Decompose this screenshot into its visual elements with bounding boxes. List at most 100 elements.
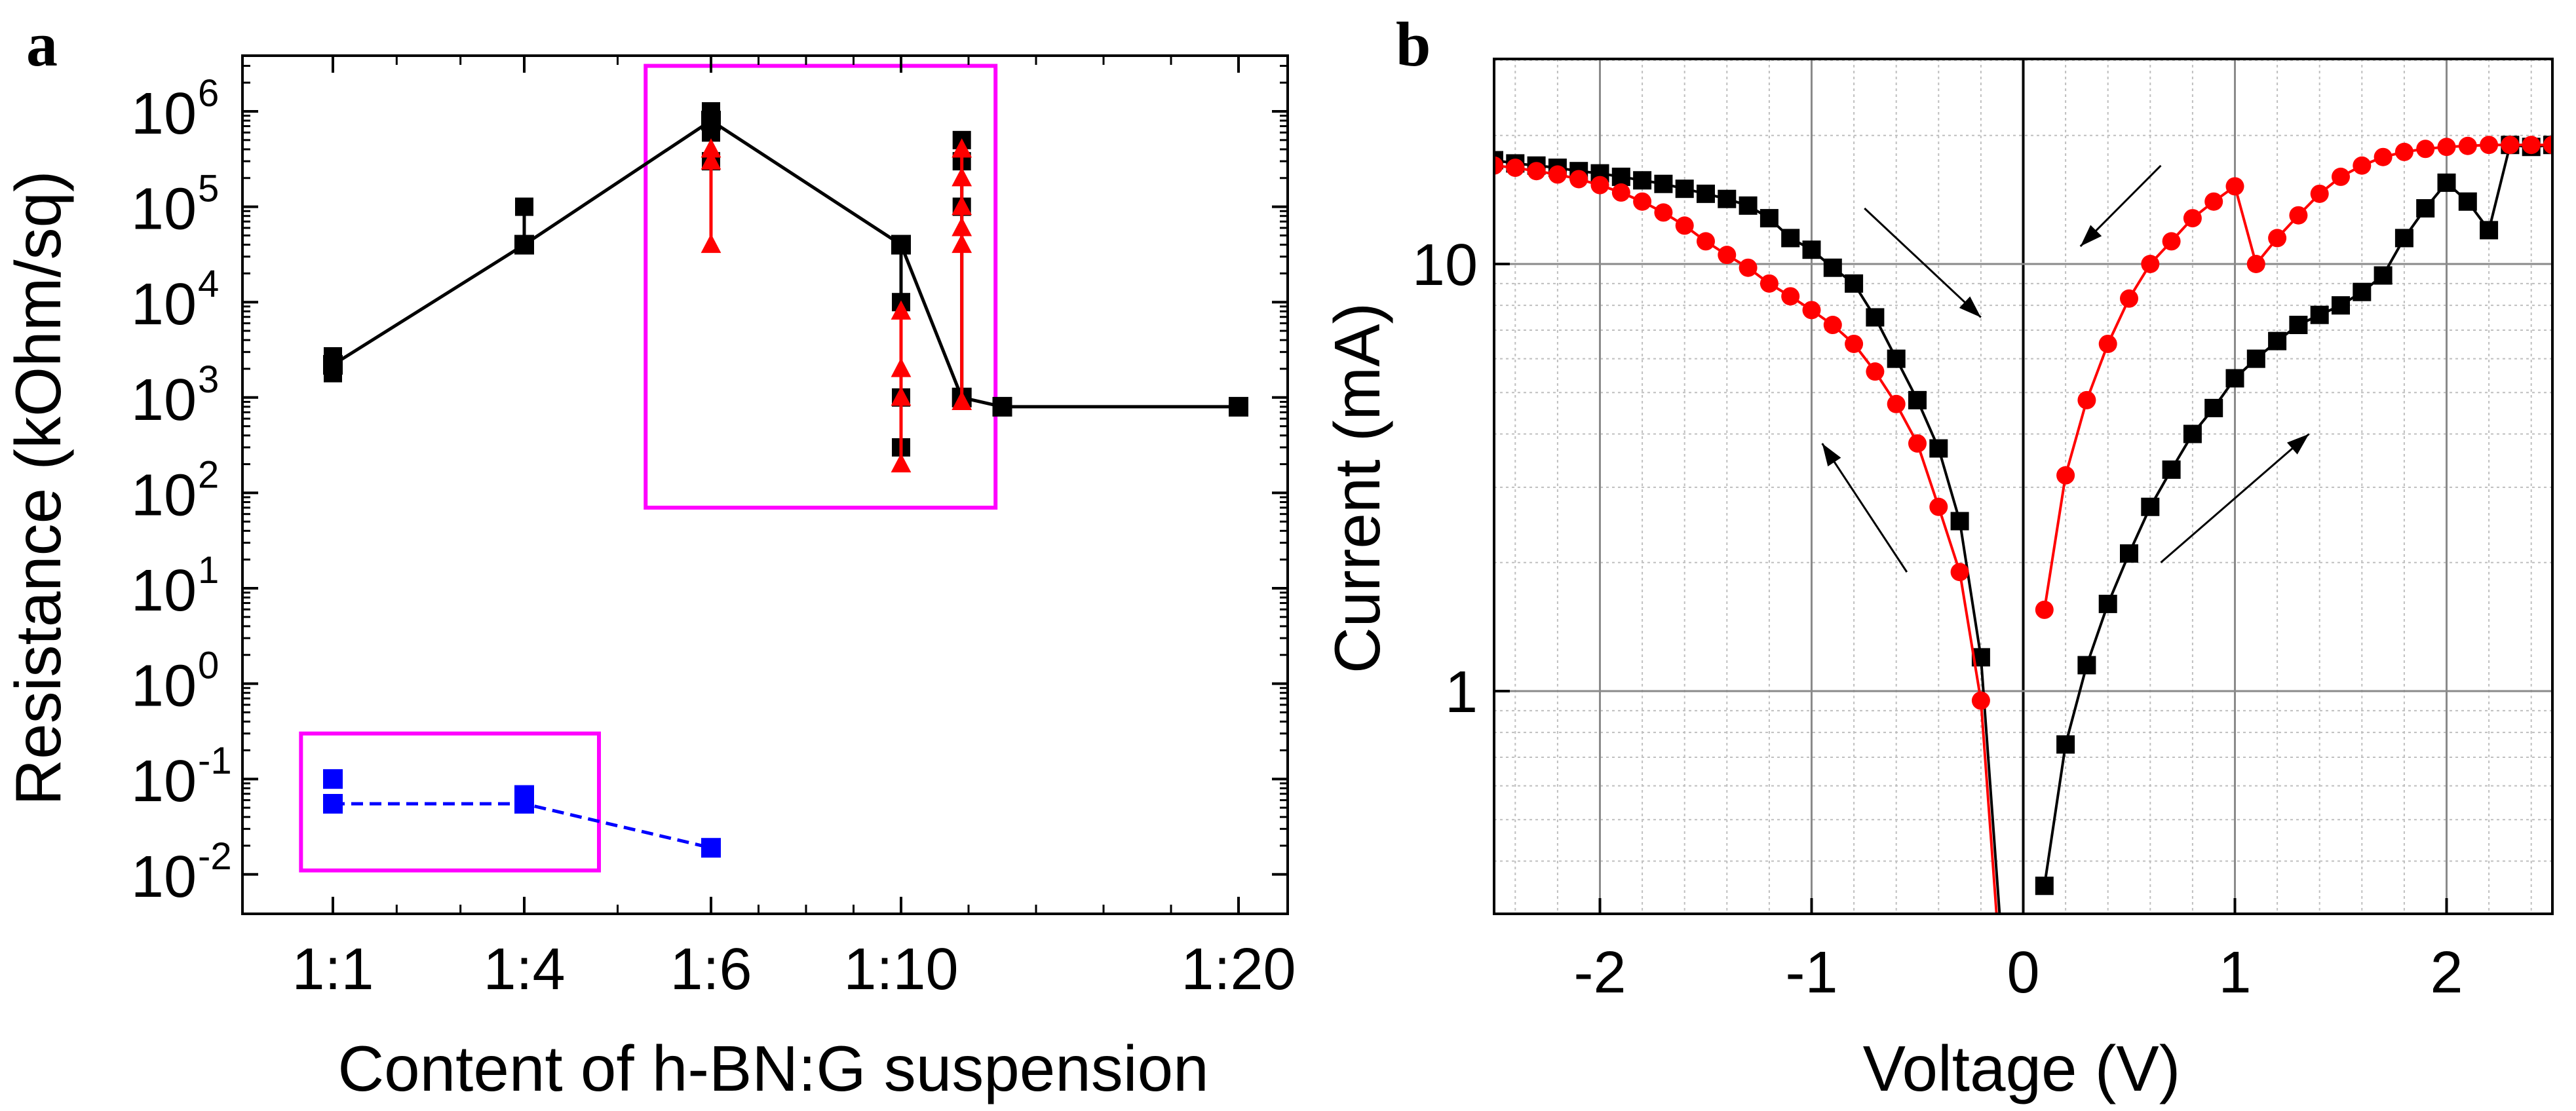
panel-a-series-1-point [515,235,533,254]
panel-a-series-3-point [514,785,534,805]
panel-b-series-1-point [2480,136,2499,155]
panel-b-series-1-point [1494,156,1503,175]
panel-b-series-1-point [1971,691,1990,710]
panel-a-x-axis-label: Content of h-BN:G suspension [337,1032,1208,1104]
panel-b-arrow-2 [2160,433,2310,563]
panel-b-series-1-point [2458,136,2477,155]
panel-b-arrow-head-1 [1822,443,1841,466]
panel-a-y-tick-exponent-8: 6 [198,72,219,115]
panel-b-series-0-point [2268,331,2287,350]
panel-a-series-3-point [701,838,721,858]
panel-b-series-1-point [1887,394,1906,413]
panel-a-series-2-point [952,390,972,411]
panel-b-series-0-point [2141,497,2160,516]
panel-a-y-tick-label-4: 10 [131,462,197,528]
panel-a-plot-frame [241,54,1289,915]
panel-b-series-0-point [2225,369,2244,388]
panel-b-series-0-line-0 [1494,159,2001,914]
panel-b-x-tick-label-3: 1 [2218,940,2251,1006]
panel-b-x-axis-label: Voltage (V) [1863,1032,2181,1104]
panel-a-series-2-point [891,453,912,473]
panel-a-x-tick-label-0: 1:1 [292,937,374,1002]
panel-b-series-0-point [1908,390,1927,409]
panel-a-y-tick-exponent-3: 1 [198,549,219,592]
panel-b-series-1-point [2098,334,2117,353]
panel-b-series-0-point [2353,282,2372,301]
panel-b-series-0-point [1950,512,1969,531]
panel-b-series-0-point [1929,439,1948,458]
panel-a-y-tick-exponent-4: 2 [198,453,219,496]
panel-b-series-0-point [2416,199,2435,218]
panel-a-x-tick-label-4: 1:20 [1181,937,1296,1002]
panel-b-series-0-point [2332,296,2350,315]
panel-b-x-tick-label-1: -1 [1785,940,1837,1006]
panel-b-series-1-point [1718,246,1737,265]
panel-a-y-tick-exponent-1: -1 [198,740,232,782]
panel-b-series-1-point [1739,258,1758,277]
panel-b-series-1-point [2056,466,2075,485]
panel-b-series-1-point [1506,159,1525,178]
panel-b-x-tick-label-2: 0 [2007,940,2039,1006]
panel-b-series-0-point [2204,398,2223,417]
panel-b-series-1-point [2437,138,2456,157]
panel-b-series-0-point [1781,229,1800,248]
panel-b-series-1-point [1548,165,1567,184]
panel-a-letter: a [26,9,58,79]
panel-b-series-0-point [2437,173,2456,192]
panel-b-series-1-point [1802,301,1821,320]
panel-a-chart: a Resistance (kOhm/sq) Content of h-BN:G… [2,9,1296,1104]
panel-b-series-1-point [2141,255,2160,273]
panel-b-series-0-point [2183,424,2202,443]
panel-b-x-tick-label-4: 2 [2430,940,2463,1006]
panel-b-series-1-point [1866,362,1885,381]
panel-b-series-1-point [1590,176,1609,195]
panel-b-series-0-point [1697,184,1715,203]
panel-a-y-tick-label-7: 10 [131,177,197,242]
panel-a-series-2-point [891,358,912,377]
panel-a-series-2-point [952,217,972,236]
panel-b-series-1-point [1950,563,1969,582]
panel-a-y-tick-label-5: 10 [131,367,197,433]
panel-b-series-1-point [2543,136,2552,155]
panel-a-series-2-point [891,300,912,320]
panel-b-series-1-point [1845,334,1864,353]
panel-b-series-1-line-0 [1494,164,1998,914]
panel-b-series-0-point [1633,171,1652,190]
panel-b-series-1-point [2289,206,2308,225]
panel-a-series-2-point [701,150,721,170]
panel-b-y-axis-label: Current (mA) [1321,303,1393,673]
panel-b-series-1-point [2522,136,2541,155]
panel-b-series-1-point [2077,390,2096,409]
panel-b-chart: b Current (mA) Voltage (V) -2 -1 0 1 2 1 10 [1321,9,2554,1104]
panel-b-series-0-line-1 [2043,143,2552,886]
panel-b-series-1-point [2268,229,2287,248]
panel-b-series-1-point [1823,316,1842,335]
panel-b-arrow-0 [1864,207,1982,318]
panel-b-series-1-point [1908,434,1927,453]
panel-a-series-0-line [332,119,1239,409]
panel-b-series-0-point [2480,221,2499,240]
panel-a-series-2-point [701,138,721,158]
panel-b-y-tick-label-0: 1 [1445,660,1478,725]
panel-b-series-1-point [1929,497,1948,516]
panel-b-series-1-point [1569,170,1588,189]
panel-a-highlight-box-1 [299,731,601,873]
panel-b-series-1-point [2332,167,2350,186]
panel-b-series-0-point [1802,240,1821,259]
panel-a-y-axis-label: Resistance (kOhm/sq) [2,170,74,805]
panel-a-series-2-point [952,195,972,216]
panel-b-series-0-point [2035,876,2054,895]
panel-b-series-1-point [2246,255,2265,273]
panel-b-series-0-point [2077,656,2096,675]
panel-b-series-1-point [2394,142,2413,161]
panel-a-series-1-point [515,197,533,216]
panel-b-series-1-point [1781,287,1800,306]
panel-b-series-0-point [1866,308,1885,327]
panel-b-series-0-point [1654,174,1673,193]
panel-b-series-1-point [1759,274,1778,293]
panel-b-letter: b [1396,9,1431,79]
panel-b-series-1-point [2353,156,2372,175]
panel-a-x-tick-label-1: 1:4 [483,937,565,1002]
panel-b-series-0-point [2120,544,2138,563]
panel-b-series-0-point [2310,305,2329,324]
